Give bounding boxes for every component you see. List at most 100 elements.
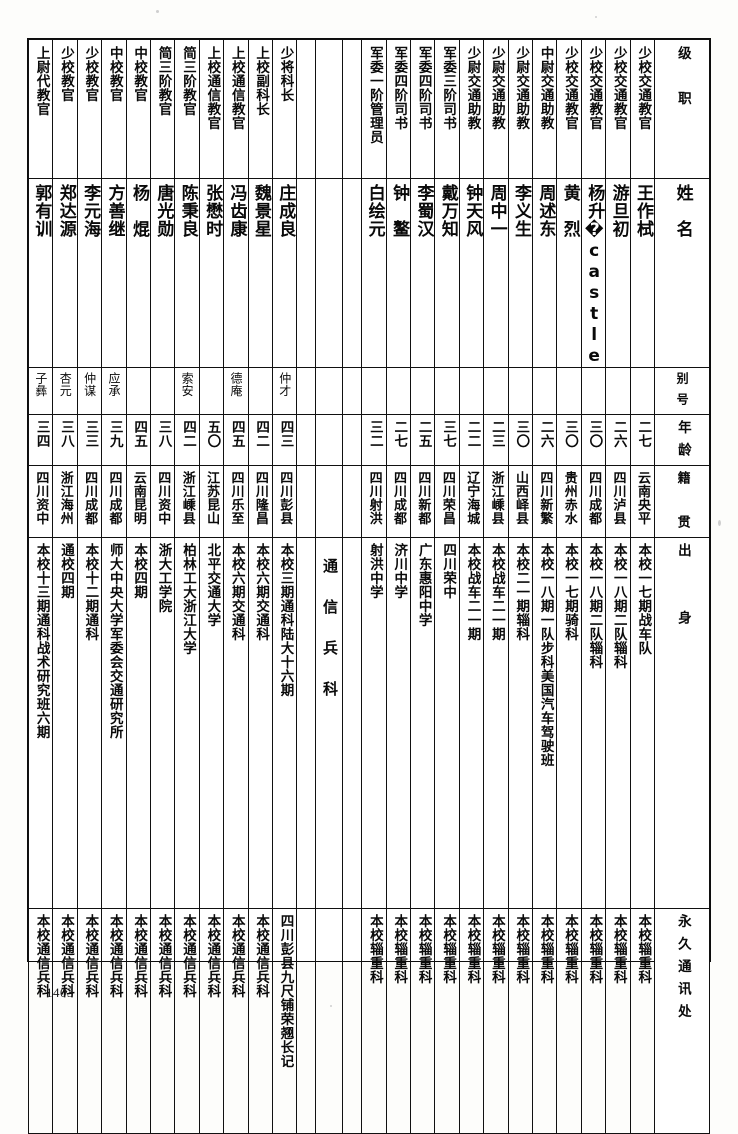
cell-text: 云南央平 bbox=[634, 471, 650, 525]
cell-education: 本校六期交通科 bbox=[223, 537, 249, 909]
cell-alias bbox=[483, 367, 509, 415]
cell-address: 本校辎重科 bbox=[361, 908, 387, 1134]
cell-age: 二七 bbox=[629, 414, 656, 466]
cell-alias bbox=[458, 367, 485, 415]
cell-rank: 上尉代教官 bbox=[27, 39, 54, 179]
roster-row-age: 年龄 二七 二六 三〇 三〇 二六 三〇 二三 二二 三七 二五 二七 三二 四三 四二 四五 五〇 四二 三八 四五… bbox=[27, 414, 710, 466]
cell-text: 四川新都 bbox=[415, 471, 431, 525]
cell-education: 本校一八期二队辎科 bbox=[580, 537, 607, 909]
cell-age: 三九 bbox=[101, 414, 127, 466]
cell-address: 本校通信兵科 bbox=[223, 908, 249, 1134]
cell-text: 本校十三期通科战术研究班六期 bbox=[33, 543, 50, 739]
cell-text: 本校一八期一队步科美国汽车驾驶班 bbox=[537, 543, 554, 767]
cell-education: 四川荣中 bbox=[434, 537, 460, 909]
cell-text: 郭有训 bbox=[31, 184, 52, 238]
cell-text: 本校通信兵科 bbox=[57, 914, 74, 998]
cell-native: 四川隆昌 bbox=[247, 465, 273, 538]
scanned-page: 级 职少校交通教官 少校交通教官 少校交通教官 少校交通教官 中尉交通助教 少尉交通助教少… bbox=[27, 10, 721, 1134]
cell-text: 辽宁海城 bbox=[464, 471, 480, 525]
cell-text: 本校战车二一期 bbox=[488, 543, 505, 641]
cell-text: 少将科长 bbox=[277, 46, 294, 102]
cell-native: 四川荣昌 bbox=[434, 465, 460, 538]
cell-name: 张懋时 bbox=[198, 178, 225, 368]
cell-text: 广东惠阳中学 bbox=[415, 543, 432, 627]
cell-alias: 杏元 bbox=[52, 367, 78, 415]
cell-native: 四川成都 bbox=[76, 465, 103, 538]
cell-text: 应承 bbox=[107, 372, 121, 397]
cell-text: 本校通信兵科 bbox=[106, 914, 123, 998]
blank-column bbox=[342, 367, 363, 415]
cell-text: 军委四阶司书 bbox=[415, 46, 432, 130]
cell-text: 三九 bbox=[106, 420, 123, 448]
section-title-column bbox=[315, 414, 344, 466]
cell-address: 本校辎重科 bbox=[532, 908, 558, 1134]
cell-alias bbox=[605, 367, 631, 415]
cell-text: 本校十二期通科 bbox=[82, 543, 99, 641]
roster-row-name: 姓 名王作栻 游旦初 杨升�castle 黄 烈周述东 李义生 周中一 钟天风 戴万知 李蜀汉钟… bbox=[27, 178, 710, 368]
cell-education: 广东惠阳中学 bbox=[410, 537, 436, 909]
cell-text: 本校通信兵科 bbox=[82, 914, 99, 998]
cell-text: 本校辎重科 bbox=[610, 914, 627, 984]
cell-education: 本校一七期战车队 bbox=[629, 537, 656, 909]
cell-alias bbox=[507, 367, 534, 415]
cell-address: 本校通信兵科 bbox=[76, 908, 103, 1134]
cell-name: 方善继 bbox=[101, 178, 127, 368]
cell-text: 杨升�castle bbox=[584, 184, 605, 367]
cell-text: 杏元 bbox=[58, 372, 73, 397]
cell-rank: 简三阶教官 bbox=[149, 39, 176, 179]
cell-text: 本校通信兵科 bbox=[33, 914, 50, 998]
cell-native: 四川乐至 bbox=[223, 465, 249, 538]
cell-alias: 仲才 bbox=[271, 367, 298, 415]
cell-address: 本校辎重科 bbox=[605, 908, 631, 1134]
cell-education: 师大中央大学军委会交通研究所 bbox=[101, 537, 127, 909]
header-label: 别号 bbox=[675, 372, 690, 414]
cell-address: 本校通信兵科 bbox=[174, 908, 200, 1134]
blank-column bbox=[296, 367, 317, 415]
cell-text: 浙江海州 bbox=[57, 471, 73, 525]
cell-text: 四川资中 bbox=[155, 471, 171, 525]
cell-text: 德庵 bbox=[228, 372, 243, 397]
cell-text: 本校辎重科 bbox=[391, 914, 408, 984]
cell-text: 本校通信兵科 bbox=[155, 914, 172, 998]
blank-column bbox=[342, 537, 363, 909]
cell-rank: 少尉交通助教 bbox=[458, 39, 485, 179]
cell-education: 本校三期通科陆大十六期 bbox=[271, 537, 298, 909]
cell-alias bbox=[247, 367, 273, 415]
cell-text: 四川隆昌 bbox=[252, 471, 268, 525]
cell-native: 浙江海州 bbox=[52, 465, 78, 538]
cell-address: 本校辎重科 bbox=[410, 908, 436, 1134]
cell-text: 本校通信兵科 bbox=[179, 914, 196, 998]
cell-text: 唐光勋 bbox=[153, 184, 174, 238]
cell-text: 四川成都 bbox=[106, 471, 122, 525]
cell-address: 本校辎重科 bbox=[483, 908, 509, 1134]
cell-text: 李蜀汉 bbox=[413, 184, 434, 238]
cell-rank: 军委四阶司书 bbox=[385, 39, 412, 179]
cell-text: 三三 bbox=[82, 420, 99, 448]
cell-alias: 仲谋 bbox=[76, 367, 103, 415]
cell-text: 山西峄县 bbox=[512, 471, 528, 525]
roster-row-native: 籍 贯云南央平 四川泸县 四川成都 贵州赤水 四川新繁 山西峄县 浙江嵊县 辽宁海城 四川荣昌四… bbox=[27, 465, 710, 538]
cell-text: 李义生 bbox=[511, 184, 532, 238]
cell-rank: 少校交通教官 bbox=[605, 39, 631, 179]
cell-text: 二七 bbox=[635, 420, 652, 448]
cell-text: 冯齿康 bbox=[226, 184, 247, 238]
cell-age: 二六 bbox=[532, 414, 558, 466]
cell-text: 四二 bbox=[253, 420, 270, 448]
cell-text: 四川成都 bbox=[82, 471, 98, 525]
cell-text: 游旦初 bbox=[608, 184, 629, 238]
cell-native: 四川成都 bbox=[580, 465, 607, 538]
cell-alias bbox=[629, 367, 656, 415]
cell-text: 仲才 bbox=[277, 372, 292, 397]
cell-text: 少校教官 bbox=[82, 46, 99, 102]
cell-education: 本校战车二一期 bbox=[458, 537, 485, 909]
cell-rank: 少尉交通助教 bbox=[507, 39, 534, 179]
cell-text: 钟 鳌 bbox=[389, 184, 410, 238]
column-header-rank: 级 职 bbox=[654, 39, 710, 179]
cell-age: 三〇 bbox=[556, 414, 582, 466]
cell-text: 师大中央大学军委会交通研究所 bbox=[106, 543, 123, 739]
cell-text: 四二 bbox=[179, 420, 196, 448]
cell-alias bbox=[385, 367, 412, 415]
cell-text: 简三阶教官 bbox=[179, 46, 196, 116]
cell-address: 本校辎重科 bbox=[507, 908, 534, 1134]
cell-text: 军委四阶司书 bbox=[391, 46, 408, 130]
